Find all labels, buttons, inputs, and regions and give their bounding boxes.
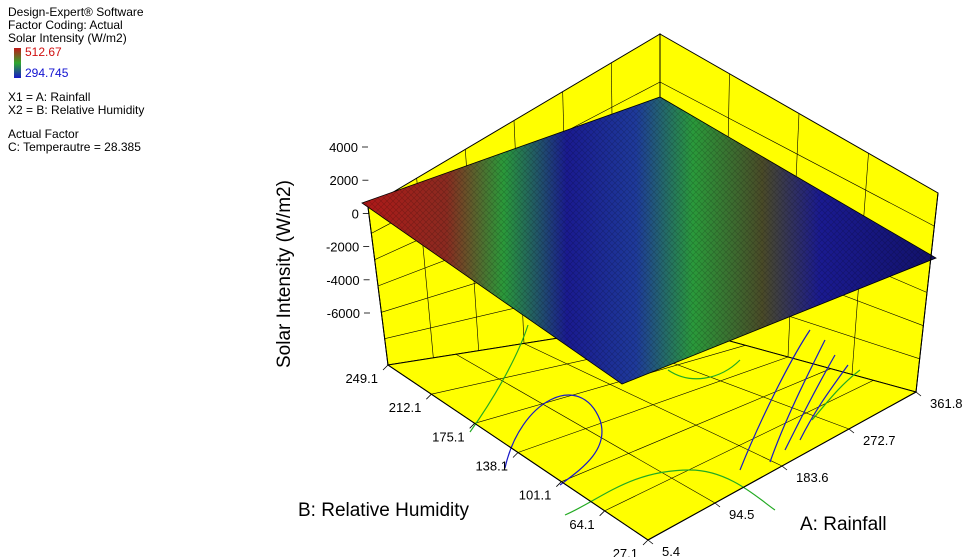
z-tick-label: 2000: [329, 173, 358, 188]
y-tick-label: 64.1: [569, 517, 594, 532]
z-tick-label: -4000: [326, 273, 359, 288]
color-scale-max: 512.67: [25, 45, 62, 59]
x-tick-label: 5.4: [662, 544, 680, 557]
x-tick-mark: [848, 428, 855, 434]
x-tick-mark: [647, 539, 654, 545]
floor-gridline: [455, 353, 716, 504]
y-tick-label: 101.1: [519, 488, 552, 503]
x-tick-label: 361.8: [930, 396, 963, 411]
axis-ticks: 4000 2000 0 -2000 -4000 -6000 249.1 212.1 175.1 1…: [326, 140, 963, 557]
floor-gridline: [523, 343, 783, 467]
color-scale: 512.67 294.745: [8, 46, 144, 80]
legend-x1: X1 = A: Rainfall: [8, 90, 91, 104]
x-tick-label: 94.5: [729, 507, 754, 522]
y-tick-label: 27.1: [613, 546, 638, 557]
y-tick-label: 212.1: [389, 400, 422, 415]
y-tick-mark: [642, 539, 649, 546]
response-surface: [361, 96, 937, 385]
x-tick-mark: [714, 502, 721, 508]
x-tick-label: 183.6: [796, 470, 829, 485]
y-tick-mark: [599, 510, 605, 517]
legend-factor-coding: Factor Coding: Actual: [8, 18, 123, 32]
z-tick-label: -2000: [326, 240, 359, 255]
y-tick-mark: [426, 393, 432, 400]
x-axis-title: A: Rainfall: [800, 514, 887, 535]
z-tick-label: 0: [352, 206, 359, 221]
color-gradient-bar: [14, 48, 21, 78]
legend-actual-factor: C: Temperautre = 28.385: [8, 140, 141, 154]
y-tick-label: 138.1: [475, 459, 508, 474]
z-axis-title: Solar Intensity (W/m2): [274, 180, 295, 368]
legend-actual-factor-heading: Actual Factor: [8, 127, 79, 141]
x-tick-mark: [781, 465, 788, 471]
legend-response: Solar Intensity (W/m2): [8, 31, 127, 45]
legend-panel: Design-Expert® Software Factor Coding: A…: [8, 6, 144, 154]
floor-contours: [469, 324, 861, 516]
y-axis-title: B: Relative Humidity: [298, 500, 470, 521]
color-scale-min: 294.745: [25, 66, 69, 80]
x-tick-mark: [915, 391, 922, 397]
x-tick-label: 272.7: [863, 433, 896, 448]
z-tick-label: 4000: [329, 140, 358, 155]
z-tick-label: -6000: [327, 306, 360, 321]
y-tick-mark: [382, 364, 389, 371]
legend-software: Design-Expert® Software: [8, 5, 144, 19]
y-tick-mark: [556, 481, 562, 487]
y-tick-label: 175.1: [432, 429, 465, 444]
y-tick-label: 249.1: [345, 371, 378, 386]
y-tick-mark: [512, 452, 519, 458]
y-tick-mark: [469, 423, 475, 429]
legend-x2: X2 = B: Relative Humidity: [8, 103, 145, 117]
